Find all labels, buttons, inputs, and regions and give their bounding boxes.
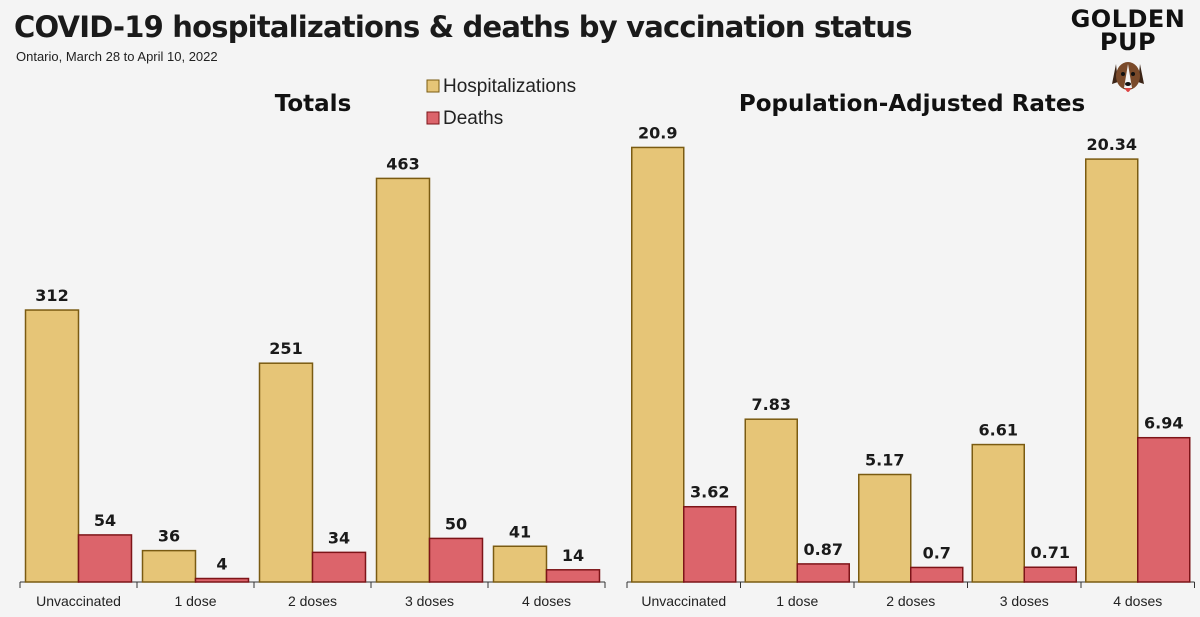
data-label: 20.9 <box>638 123 677 142</box>
data-label: 6.61 <box>979 421 1018 440</box>
bar-hospitalizations <box>1085 158 1139 583</box>
data-label: 0.71 <box>1031 543 1070 562</box>
bar-hospitalizations <box>141 549 197 583</box>
bar-hospitalizations <box>744 418 798 583</box>
x-tick-label: 1 dose <box>776 593 818 609</box>
bar-hospitalizations <box>858 473 912 583</box>
bar-hospitalizations <box>971 443 1025 583</box>
x-tick-label: Unvaccinated <box>641 593 726 609</box>
data-label: 5.17 <box>865 451 904 470</box>
x-tick-label: 4 doses <box>522 593 571 609</box>
logo-text-golden: GOLDEN <box>1070 5 1186 33</box>
bar-hospitalizations <box>631 146 685 583</box>
golden-pup-logo: GOLDEN PUP <box>1064 5 1192 104</box>
bar-deaths <box>194 577 250 583</box>
bar-hospitalizations <box>24 309 80 583</box>
data-label: 20.34 <box>1086 135 1137 154</box>
bar-deaths <box>545 569 601 583</box>
x-tick-label: 1 dose <box>174 593 216 609</box>
x-tick-label: 4 doses <box>1113 593 1162 609</box>
panel-title-totals: Totals <box>275 91 352 117</box>
data-label: 6.94 <box>1144 414 1183 433</box>
data-label: 54 <box>94 511 116 530</box>
data-label: 0.7 <box>923 543 951 562</box>
data-label: 36 <box>158 527 180 546</box>
data-label: 4 <box>216 555 227 574</box>
bar-deaths <box>311 551 367 583</box>
data-label: 41 <box>509 522 531 541</box>
bar-hospitalizations <box>258 362 314 583</box>
data-label: 3.62 <box>690 483 729 502</box>
panel-1: Unvaccinated 20.9 3.62 1 dose 7.83 0.87 2 dose… <box>626 123 1195 609</box>
legend-swatch-deaths <box>426 111 440 125</box>
bar-hospitalizations <box>375 177 431 583</box>
data-label: 34 <box>328 528 350 547</box>
chart-title: COVID-19 hospitalizations & deaths by va… <box>14 10 912 44</box>
bar-deaths <box>683 505 737 583</box>
chart-subtitle: Ontario, March 28 to April 10, 2022 <box>16 49 218 64</box>
x-tick-label: 3 doses <box>405 593 454 609</box>
bar-deaths <box>1137 436 1191 583</box>
dog-icon <box>1112 62 1144 92</box>
panel-title-rates: Population-Adjusted Rates <box>739 91 1085 117</box>
x-tick-label: 2 doses <box>288 593 337 609</box>
x-tick-label: 2 doses <box>886 593 935 609</box>
data-label: 251 <box>269 339 302 358</box>
x-tick-label: 3 doses <box>1000 593 1049 609</box>
bar-hospitalizations <box>492 545 548 583</box>
panel-0: Unvaccinated 312 54 1 dose 36 4 2 doses 251 34 3 … <box>19 154 606 609</box>
legend-swatch-hospitalizations <box>426 79 440 93</box>
logo-text-pup: PUP <box>1099 28 1157 56</box>
data-label: 0.87 <box>804 540 843 559</box>
data-label: 463 <box>386 154 419 173</box>
bar-deaths <box>77 534 133 583</box>
bar-deaths <box>796 563 850 583</box>
bar-deaths <box>1023 566 1077 583</box>
bar-deaths <box>910 566 964 583</box>
data-label: 50 <box>445 514 467 533</box>
data-label: 14 <box>562 546 584 565</box>
legend-label-deaths: Deaths <box>443 108 503 129</box>
x-tick-label: Unvaccinated <box>36 593 121 609</box>
data-label: 7.83 <box>752 395 791 414</box>
data-label: 312 <box>35 286 68 305</box>
legend-label-hospitalizations: Hospitalizations <box>443 76 576 97</box>
legend: Hospitalizations Deaths <box>426 76 576 129</box>
bar-deaths <box>428 537 484 583</box>
